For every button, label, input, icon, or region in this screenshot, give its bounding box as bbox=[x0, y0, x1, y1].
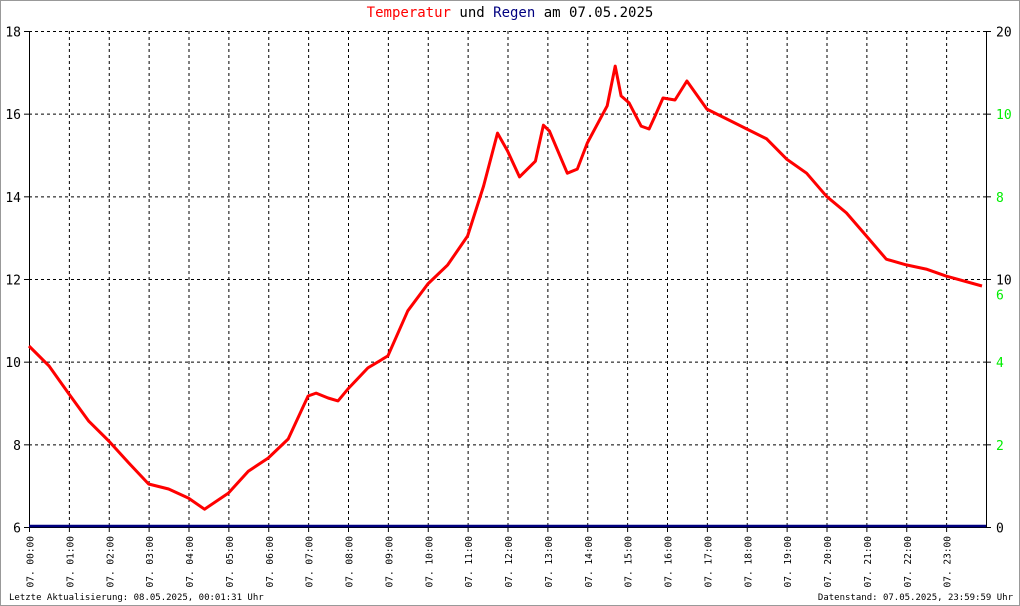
chart-svg: 07. 00:00 07. 01:00 07. 02:00 07. 03:00 07. … bbox=[5, 26, 1012, 588]
y-left-tick-label: 8 bbox=[13, 439, 21, 454]
x-tick-label: 07. 20:00 bbox=[823, 536, 834, 588]
x-tick-label: 07. 16:00 bbox=[664, 536, 675, 588]
x-tick-label: 07. 05:00 bbox=[225, 536, 236, 588]
y-left-tick-label: 14 bbox=[5, 191, 21, 206]
x-tick-label: 07. 01:00 bbox=[65, 536, 76, 588]
y-right-green-tick-label: 6 bbox=[996, 289, 1004, 304]
x-tick-label: 07. 19:00 bbox=[783, 536, 794, 588]
title-rain: Regen bbox=[493, 5, 536, 21]
y-right-green-tick-label: 4 bbox=[996, 356, 1004, 371]
x-tick-label: 07. 12:00 bbox=[504, 536, 515, 588]
y-right-tick-label: 20 bbox=[996, 26, 1012, 41]
x-tick-label: 07. 02:00 bbox=[105, 536, 116, 588]
y-right-green-tick-label: 2 bbox=[996, 439, 1004, 454]
y-right-green-tick-label: 8 bbox=[996, 191, 1004, 206]
y-left-tick-label: 10 bbox=[5, 356, 21, 371]
x-tick-label: 07. 10:00 bbox=[424, 536, 435, 588]
x-tick-label: 07. 14:00 bbox=[584, 536, 595, 588]
title-temperature: Temperatur bbox=[366, 5, 451, 21]
y-left-tick-label: 12 bbox=[5, 274, 21, 289]
x-tick-label: 07. 15:00 bbox=[624, 536, 635, 588]
x-tick-label: 07. 21:00 bbox=[863, 536, 874, 588]
y-left-tick-label: 18 bbox=[5, 26, 21, 41]
x-tick-label: 07. 06:00 bbox=[265, 536, 276, 588]
x-tick-label: 07. 13:00 bbox=[544, 536, 555, 588]
footer-last-update: Letzte Aktualisierung: 08.05.2025, 00:01… bbox=[9, 593, 264, 603]
x-tick-label: 07. 04:00 bbox=[185, 536, 196, 588]
x-tick-label: 07. 22:00 bbox=[903, 536, 914, 588]
x-tick-label: 07. 18:00 bbox=[743, 536, 754, 588]
footer-data-status: Datenstand: 07.05.2025, 23:59:59 Uhr bbox=[817, 593, 1013, 603]
y-left-tick-label: 16 bbox=[5, 108, 21, 123]
chart-title: Temperatur und Regen am 07.05.2025 bbox=[1, 5, 1019, 21]
title-and: und bbox=[459, 5, 485, 21]
title-date: am 07.05.2025 bbox=[543, 5, 654, 21]
y-right-tick-label: 10 bbox=[996, 274, 1012, 289]
x-tick-label: 07. 07:00 bbox=[305, 536, 316, 588]
x-tick-label: 07. 11:00 bbox=[464, 536, 475, 588]
x-tick-label: 07. 17:00 bbox=[703, 536, 714, 588]
temperature-line bbox=[27, 64, 983, 511]
y-right-green-tick-label: 10 bbox=[996, 108, 1012, 123]
y-right-tick-label: 0 bbox=[996, 522, 1004, 537]
x-tick-label: 07. 03:00 bbox=[145, 536, 156, 588]
x-tick-label: 07. 09:00 bbox=[384, 536, 395, 588]
x-tick-label: 07. 08:00 bbox=[345, 536, 356, 588]
x-tick-label: 07. 23:00 bbox=[943, 536, 954, 588]
x-tick-label: 07. 00:00 bbox=[26, 536, 37, 588]
y-left-tick-label: 6 bbox=[13, 522, 21, 537]
